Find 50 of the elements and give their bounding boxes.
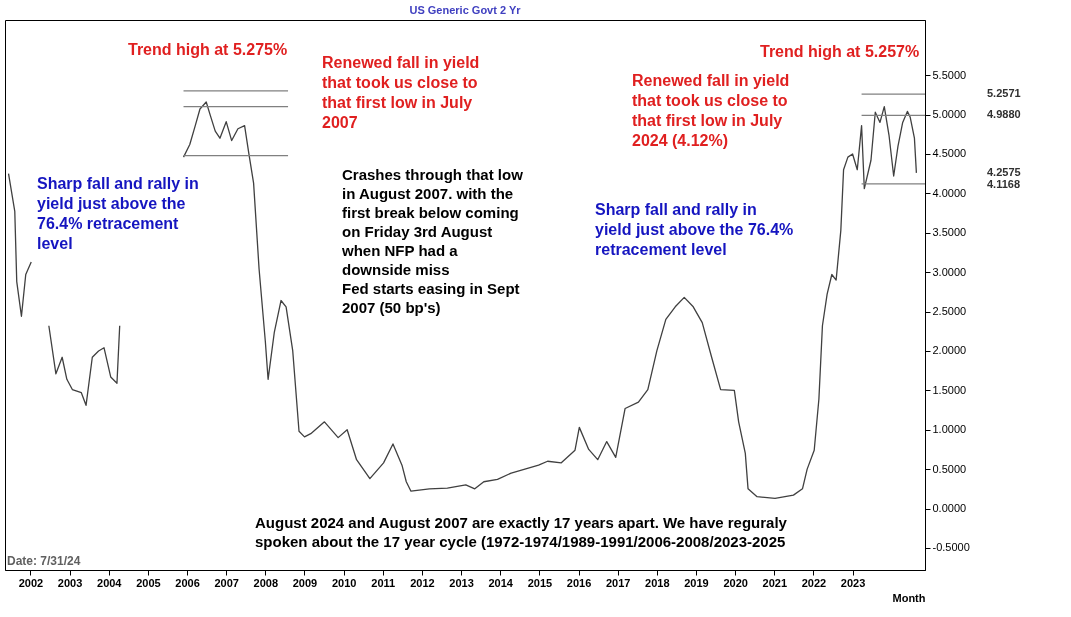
text: 4.9880 [987, 108, 1021, 120]
annotation: Renewed fall in yield that took us close to that first low in July 2007 [322, 54, 480, 131]
y-tick-label: 1.0000 [932, 423, 967, 436]
y-tick-label: 5.0000 [932, 108, 967, 121]
x-tick-label: 2018 [645, 576, 670, 589]
x-tick-label: 2012 [410, 576, 435, 589]
y-tick-label: 3.0000 [932, 265, 967, 278]
text: 4.1168 [987, 178, 1021, 190]
y-tick-label: 2.0000 [932, 344, 967, 357]
y-tick-label: 1.5000 [932, 383, 967, 396]
annotation: August 2024 and August 2007 are exactly 17 years apart. We have reguraly spoken about the 17 year cycle (1972-1974/1989-1991/2006-2008/2023-2025 [255, 514, 788, 550]
text: 4.2575 [987, 166, 1021, 178]
annotation: Sharp fall and rally in yield just above the 76.4% retracement level [595, 201, 794, 258]
x-tick-label: 2007 [214, 576, 239, 589]
x-tick-label: 2023 [840, 576, 866, 589]
x-tick-label: 2004 [97, 576, 123, 589]
annotation: Trend high at 5.257% [760, 43, 920, 60]
y-tick-label: 0.0000 [932, 502, 967, 515]
x-tick-label: 2005 [136, 576, 161, 589]
x-tick-label: 2020 [723, 576, 748, 589]
x-tick-label: 2017 [605, 576, 631, 589]
y-tick-label: 5.5000 [932, 68, 967, 81]
x-tick-label: 2003 [57, 576, 83, 589]
y-tick-label: 2.5000 [932, 305, 967, 318]
x-tick-label: 2013 [449, 576, 474, 589]
y-tick-label: 3.5000 [932, 226, 967, 239]
annotation: Crashes through that low in August 2007. with the first break below coming on Friday 3rd August when NFP had a downside miss Fed starts easing in Sept 2007 (50 bp's) [341, 166, 524, 316]
x-tick-label: 2009 [292, 576, 318, 589]
x-tick-label: 2010 [331, 576, 357, 589]
y-tick-label: 4.0000 [932, 186, 967, 199]
chart-title: US Generic Govt 2 Yr [409, 4, 522, 16]
annotation: Trend high at 5.275% [128, 41, 288, 58]
text: 5.2571 [987, 87, 1021, 99]
annotation: Renewed fall in yield that took us close to that first low in July 2024 (4.12%) [632, 72, 790, 149]
x-tick-label: 2002 [18, 576, 44, 589]
x-tick-label: 2008 [253, 576, 279, 589]
x-tick-label: 2011 [371, 576, 396, 589]
x-tick-label: 2021 [762, 576, 788, 589]
x-tick-label: 2015 [527, 576, 553, 589]
x-tick-label: 2006 [175, 576, 200, 589]
y-tick-label: 0.5000 [932, 462, 967, 475]
x-tick-label: 2022 [801, 576, 827, 589]
y-tick-label: 4.5000 [932, 147, 967, 160]
annotation: Date: 7/31/24 [7, 554, 81, 568]
annotation: Sharp fall and rally in yield just above the 76.4% retracement level [37, 175, 199, 252]
x-tick-label: 2014 [488, 576, 514, 589]
x-tick-label: 2019 [684, 576, 709, 589]
x-tick-label: 2016 [566, 576, 592, 589]
x-axis-title: Month [892, 591, 926, 604]
y-tick-label: -0.5000 [932, 541, 970, 554]
